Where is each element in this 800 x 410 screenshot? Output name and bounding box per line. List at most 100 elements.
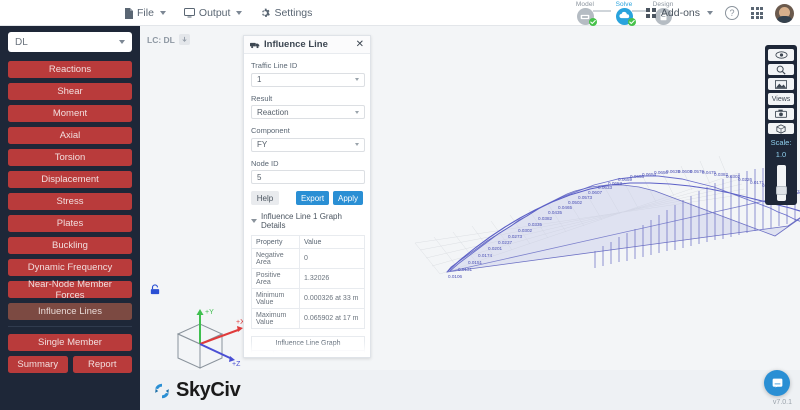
top-toolbar: File Output Settings Model xyxy=(0,0,800,26)
axis-orientation-gizmo[interactable]: +Y +X +Z xyxy=(150,296,260,391)
sidebar-item-influence-lines[interactable]: Influence Lines xyxy=(8,303,132,320)
footer: SkyCiv v7.0.1 xyxy=(140,370,800,410)
sidebar-item-report[interactable]: Report xyxy=(72,356,132,373)
addons-label: Add-ons xyxy=(660,7,700,19)
visibility-eye-icon[interactable] xyxy=(768,49,794,61)
load-case-tag: LC: DL xyxy=(147,34,190,45)
export-button[interactable]: Export xyxy=(296,191,329,205)
menu-item-output-label: Output xyxy=(198,7,231,19)
help-button[interactable]: Help xyxy=(251,191,279,205)
svg-text:0.0382: 0.0382 xyxy=(714,172,728,177)
sidebar-item-axial[interactable]: Axial xyxy=(8,127,132,144)
sidebar-item-displacement[interactable]: Displacement xyxy=(8,171,132,188)
apply-button[interactable]: Apply xyxy=(333,191,363,205)
cell-positive-area-key: Positive Area xyxy=(251,268,300,289)
sidebar-item-shear[interactable]: Shear xyxy=(8,83,132,100)
help-question-icon[interactable]: ? xyxy=(725,6,739,20)
node-id-value: 5 xyxy=(257,172,262,182)
cube-3d-icon[interactable] xyxy=(768,122,794,135)
skyciv-wordmark: SkyCiv xyxy=(176,379,241,401)
sidebar-item-single-member[interactable]: Single Member xyxy=(8,334,132,351)
workflow-step-model[interactable]: Model xyxy=(572,1,598,26)
load-case-value: DL xyxy=(15,36,28,48)
scale-slider-handle[interactable] xyxy=(775,185,787,195)
model-viewport[interactable]: LC: DL xyxy=(140,26,800,410)
sidebar-item-dynamic-frequency[interactable]: Dynamic Frequency xyxy=(8,259,132,276)
svg-text:+Y: +Y xyxy=(205,309,214,316)
node-id-input[interactable]: 5 xyxy=(251,170,365,184)
chevron-down-icon xyxy=(159,11,166,15)
svg-text:0.0653: 0.0653 xyxy=(608,181,622,186)
chevron-down-icon xyxy=(119,40,125,44)
svg-text:0.0435: 0.0435 xyxy=(548,210,562,215)
svg-text:+X: +X xyxy=(236,319,245,326)
traffic-line-id-select[interactable]: 1 xyxy=(251,72,365,87)
addons-menu[interactable]: Add-ons xyxy=(646,7,713,19)
user-avatar[interactable] xyxy=(775,3,794,23)
svg-text:0.0502: 0.0502 xyxy=(568,200,582,205)
sidebar-item-stress[interactable]: Stress xyxy=(8,193,132,210)
sidebar-item-torsion[interactable]: Torsion xyxy=(8,149,132,166)
svg-text:0.0201: 0.0201 xyxy=(488,246,502,251)
sidebar-item-buckling[interactable]: Buckling xyxy=(8,237,132,254)
gizmo-axis-y: +Y xyxy=(196,309,214,344)
sidebar-item-near-node-member-forces[interactable]: Near-Node Member Forces xyxy=(8,279,132,301)
panel-scroll-fade xyxy=(244,341,370,357)
main-menu: File Output Settings xyxy=(124,0,312,26)
influence-line-shape xyxy=(449,175,800,272)
top-right-actions: Add-ons ? xyxy=(646,0,794,26)
triangle-down-icon xyxy=(251,219,257,223)
sidebar-item-reactions[interactable]: Reactions xyxy=(8,61,132,78)
menu-item-file[interactable]: File xyxy=(124,7,166,19)
svg-text:0.0639: 0.0639 xyxy=(666,169,680,174)
menu-item-output[interactable]: Output xyxy=(183,7,243,19)
close-icon[interactable]: ✕ xyxy=(355,38,364,50)
menu-item-settings[interactable]: Settings xyxy=(260,7,312,19)
workflow-step-design[interactable]: Design xyxy=(650,1,676,25)
chevron-down-icon xyxy=(707,11,713,15)
graph-details-accordion[interactable]: Influence Line 1 Graph Details xyxy=(251,212,363,230)
component-select[interactable]: FY xyxy=(251,137,365,152)
sidebar-item-plates[interactable]: Plates xyxy=(8,215,132,232)
col-property: Property xyxy=(251,235,300,249)
table-header-row: Property Value xyxy=(251,235,365,249)
result-select[interactable]: Reaction xyxy=(251,105,365,119)
model-complete-check-icon xyxy=(588,18,597,26)
svg-text:0.0273: 0.0273 xyxy=(508,234,522,239)
scale-slider[interactable] xyxy=(775,164,787,202)
menu-item-file-label: File xyxy=(137,7,154,19)
result-value: Reaction xyxy=(257,107,289,117)
component-value: FY xyxy=(257,140,268,149)
views-button[interactable]: Views xyxy=(768,93,794,105)
lock-icon[interactable] xyxy=(150,284,160,298)
traffic-line-id-value: 1 xyxy=(257,75,262,84)
camera-icon[interactable] xyxy=(768,107,794,120)
svg-text:0.0151: 0.0151 xyxy=(468,260,482,265)
chat-bubble-icon[interactable] xyxy=(764,370,790,396)
svg-text:0.0475: 0.0475 xyxy=(702,170,716,175)
col-value: Value xyxy=(299,235,365,249)
cell-minimum-value-key: Minimum Value xyxy=(251,288,300,309)
sidebar-item-moment[interactable]: Moment xyxy=(8,105,132,122)
panel-button-row: Help Export Apply xyxy=(251,191,363,205)
workflow-steps: Model Solve Design xyxy=(572,1,676,26)
svg-text:0.0633: 0.0633 xyxy=(598,185,612,190)
workflow-step-solve[interactable]: Solve xyxy=(611,1,637,26)
table-row: Minimum Value 0.000326 at 33 m xyxy=(251,288,365,309)
graph-details-table: Property Value Negative Area 0 Positive … xyxy=(251,235,365,329)
svg-text:0.0226: 0.0226 xyxy=(738,177,752,182)
influence-line-panel[interactable]: Influence Line ✕ Traffic Line ID 1 Resul… xyxy=(243,35,371,358)
apps-grid-icon[interactable] xyxy=(751,7,763,19)
svg-text:0.0106: 0.0106 xyxy=(448,274,462,279)
sidebar-report-row: Summary Report xyxy=(8,356,132,373)
chevron-down-icon xyxy=(236,11,243,15)
workflow-design-label: Design xyxy=(652,1,674,8)
pin-icon[interactable] xyxy=(178,34,190,45)
svg-text:0.0171: 0.0171 xyxy=(750,180,764,185)
zoom-search-icon[interactable] xyxy=(768,63,794,76)
load-case-select[interactable]: DL xyxy=(8,32,132,52)
svg-text:0.0465: 0.0465 xyxy=(558,205,572,210)
cell-negative-area-value: 0 xyxy=(299,248,365,269)
image-icon[interactable] xyxy=(768,78,794,91)
sidebar-item-summary[interactable]: Summary xyxy=(8,356,68,373)
